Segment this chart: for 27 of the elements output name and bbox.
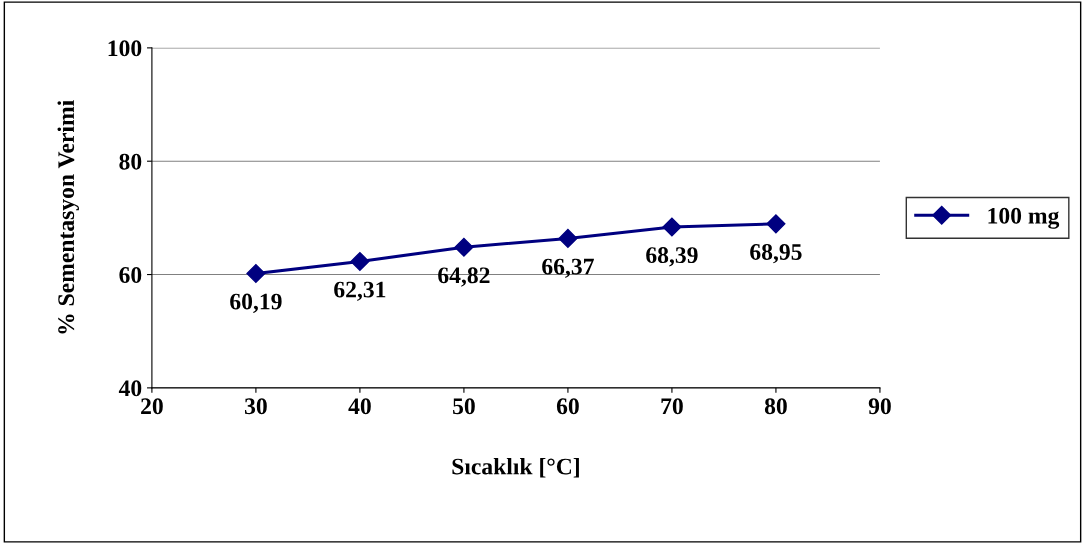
x-tick-label: 80 [764,398,787,415]
y-tick-label: 100 [108,40,142,57]
data-label: 62,31 [334,281,386,301]
y-tick-label: 60 [119,267,142,283]
x-axis-title: Sıcaklık [°C] [452,457,579,478]
legend-label: 100 mg [988,207,1060,229]
data-label: 64,82 [438,267,490,287]
x-tick-label: 70 [661,398,683,415]
data-label: 68,39 [646,247,698,267]
data-label: 60,19 [230,293,282,313]
data-label: 68,95 [750,243,802,264]
point [246,263,266,283]
point [454,237,474,257]
y-tick-label: 40 [118,380,142,397]
x-tick-label: 30 [244,398,267,415]
data-label: 66,37 [542,258,594,278]
x-tick-label: 40 [348,398,371,415]
point [350,251,370,271]
x-tick-label: 50 [453,398,475,415]
x-tick-label: 20 [141,398,163,415]
x-tick-label: 60 [556,398,579,415]
y-tick-label: 80 [119,153,142,170]
y-axis-title: % Sementasyon Verimi [57,100,79,334]
point [662,217,682,237]
point [766,214,786,234]
point [558,228,578,248]
x-tick-label: 90 [868,398,891,415]
